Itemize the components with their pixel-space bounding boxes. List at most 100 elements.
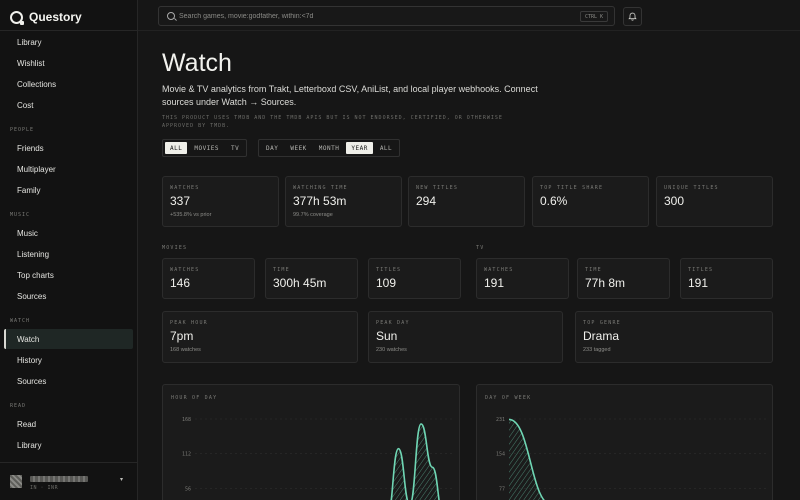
stat-label: TIME — [585, 267, 602, 273]
sidebar-item-library[interactable]: Library — [17, 37, 42, 47]
search-bar[interactable]: CTRL K — [158, 6, 615, 26]
range-day[interactable]: DAY — [266, 144, 279, 152]
y-tick-label: 112 — [182, 452, 191, 458]
stat-value: 300 — [664, 194, 685, 208]
filter-movies[interactable]: MOVIES — [194, 144, 220, 152]
series-area — [509, 419, 545, 500]
top-genre-card: TOP GENRE Drama 233 tagged — [575, 311, 773, 363]
stat-label: PEAK HOUR — [170, 320, 208, 326]
stat-value: 77h 8m — [585, 276, 626, 290]
notifications-button[interactable] — [623, 7, 642, 26]
sidebar: Questory Library Wishlist Collections Co… — [0, 0, 138, 500]
sidebar-item-cost[interactable]: Cost — [17, 100, 34, 110]
brand-name: Questory — [29, 10, 82, 24]
stat-label: NEW TITLES — [416, 185, 459, 191]
y-tick-label: 168 — [182, 417, 191, 423]
sidebar-item-collections[interactable]: Collections — [17, 79, 57, 89]
stat-sub: +535.8% vs prior — [170, 212, 212, 218]
sidebar-item-watch[interactable]: Watch — [4, 329, 133, 349]
stat-value: Drama — [583, 329, 620, 343]
sidebar-section-watch: WATCH — [10, 318, 31, 324]
search-input[interactable] — [179, 11, 539, 22]
sidebar-item-read-library[interactable]: Library — [17, 440, 42, 450]
y-tick-label: 77 — [499, 486, 505, 492]
stat-value: 191 — [688, 276, 709, 290]
brand[interactable]: Questory — [10, 8, 82, 26]
sidebar-item-family[interactable]: Family — [17, 185, 41, 195]
day-of-week-chart: DAY OF WEEK 231 154 77 — [476, 384, 773, 500]
sidebar-item-music-sources[interactable]: Sources — [17, 291, 47, 301]
media-filter: ALL MOVIES TV — [162, 139, 248, 157]
stat-label: TIME — [273, 267, 290, 273]
stat-label: TITLES — [688, 267, 714, 273]
range-filter: DAY WEEK MONTH YEAR ALL — [258, 139, 401, 157]
sidebar-item-history[interactable]: History — [17, 355, 42, 365]
peak-day-card: PEAK DAY Sun 230 watches — [368, 311, 563, 363]
stat-value: Sun — [376, 329, 398, 343]
stat-label: UNIQUE TITLES — [664, 185, 719, 191]
sidebar-item-watch-sources[interactable]: Sources — [17, 376, 47, 386]
stat-value: 109 — [376, 276, 397, 290]
sidebar-item-multiplayer[interactable]: Multiplayer — [17, 164, 56, 174]
divider — [0, 30, 137, 31]
tv-titles-card: TITLES 191 — [680, 258, 773, 299]
bell-icon — [628, 12, 637, 21]
user-menu[interactable]: IN · INR ▾ — [0, 462, 137, 500]
stat-label: WATCHES — [170, 185, 200, 191]
y-tick-label: 231 — [496, 417, 505, 423]
stat-card-watching-time: WATCHING TIME 377h 53m 99.7% coverage — [285, 176, 402, 227]
chart-title: HOUR OF DAY — [171, 395, 218, 401]
filter-tv[interactable]: TV — [231, 144, 240, 152]
sidebar-section-music: MUSIC — [10, 212, 31, 218]
tmdb-notice: THIS PRODUCT USES TMDB AND THE TMDB APIS… — [162, 115, 503, 129]
peak-hour-card: PEAK HOUR 7pm 168 watches — [162, 311, 358, 363]
movies-time-card: TIME 300h 45m — [265, 258, 358, 299]
hour-of-day-chart: HOUR OF DAY 168 112 56 — [162, 384, 460, 500]
chart-title: DAY OF WEEK — [485, 395, 532, 401]
search-icon — [167, 12, 175, 20]
stat-label: WATCHES — [484, 267, 514, 273]
range-all[interactable]: ALL — [379, 144, 393, 152]
movies-section-label: MOVIES — [162, 245, 188, 251]
sidebar-item-top-charts[interactable]: Top charts — [17, 270, 54, 280]
stat-card-new-titles: NEW TITLES 294 — [408, 176, 525, 227]
stat-card-unique-titles: UNIQUE TITLES 300 — [656, 176, 773, 227]
tv-time-card: TIME 77h 8m — [577, 258, 670, 299]
stat-card-watches: WATCHES 337 +535.8% vs prior — [162, 176, 279, 227]
stat-label: TITLES — [376, 267, 402, 273]
day-of-week-plot: 231 154 77 — [496, 417, 767, 500]
stat-value: 0.6% — [540, 194, 568, 208]
brand-logo-icon — [10, 10, 24, 25]
sidebar-section-people: PEOPLE — [10, 127, 35, 133]
stat-sub: 233 tagged — [583, 347, 611, 353]
stat-label: TOP GENRE — [583, 320, 621, 326]
series-line — [508, 418, 546, 500]
stat-label: PEAK DAY — [376, 320, 410, 326]
stat-sub: 168 watches — [170, 347, 201, 353]
series-line — [390, 423, 440, 500]
range-month[interactable]: MONTH — [318, 144, 340, 152]
sidebar-item-read[interactable]: Read — [17, 419, 37, 429]
sidebar-section-read: READ — [10, 403, 27, 409]
y-tick-label: 56 — [185, 486, 191, 492]
user-name-redacted — [30, 476, 88, 482]
keyboard-shortcut-badge: CTRL K — [579, 11, 608, 22]
stat-value: 146 — [170, 276, 191, 290]
sidebar-item-friends[interactable]: Friends — [17, 143, 44, 153]
stat-sub: 99.7% coverage — [293, 212, 333, 218]
stat-value: 377h 53m — [293, 194, 347, 208]
filter-all[interactable]: ALL — [165, 142, 188, 154]
hour-of-day-plot: 168 112 56 — [182, 417, 455, 500]
stat-sub: 230 watches — [376, 347, 407, 353]
range-week[interactable]: WEEK — [290, 144, 307, 152]
avatar — [10, 475, 22, 488]
range-year[interactable]: YEAR — [346, 142, 373, 154]
topbar: CTRL K — [138, 0, 800, 31]
sidebar-item-listening[interactable]: Listening — [17, 249, 50, 259]
page-title: Watch — [162, 49, 232, 77]
sidebar-item-music[interactable]: Music — [17, 228, 38, 238]
sidebar-item-wishlist[interactable]: Wishlist — [17, 58, 45, 68]
stat-label: TOP TITLE SHARE — [540, 185, 604, 191]
stat-value: 300h 45m — [273, 276, 327, 290]
